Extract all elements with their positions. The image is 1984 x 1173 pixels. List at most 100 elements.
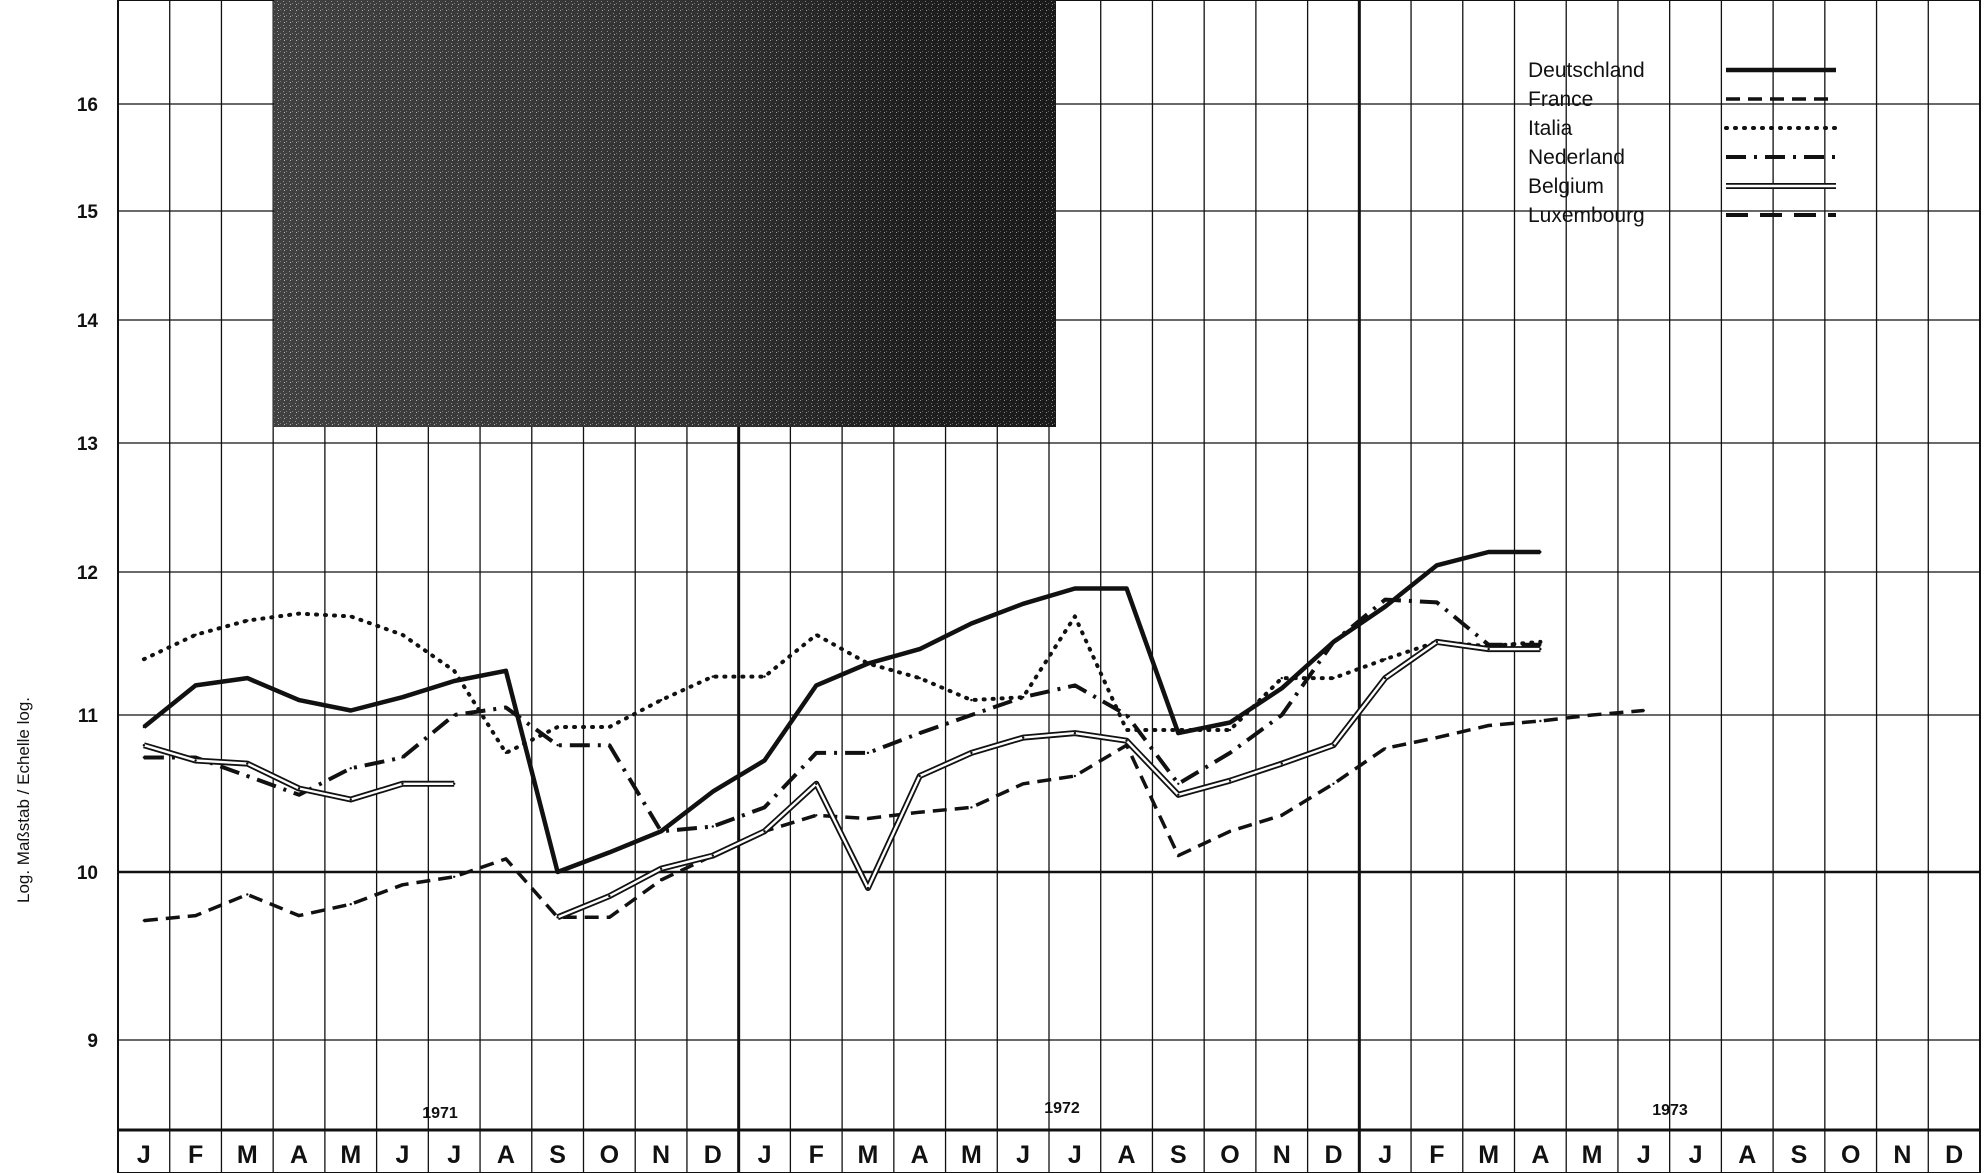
legend-label: Luxembourg	[1528, 204, 1645, 227]
data-point	[970, 713, 973, 717]
data-point	[1435, 640, 1439, 644]
data-point	[1125, 713, 1128, 717]
year-label: 1973	[1652, 1102, 1688, 1119]
data-point	[1539, 643, 1542, 647]
month-label: F	[1429, 1141, 1444, 1169]
data-point	[1383, 598, 1387, 601]
data-point	[1435, 601, 1439, 604]
year-label: 1971	[422, 1105, 458, 1122]
data-point	[1590, 713, 1594, 717]
data-point	[194, 759, 197, 762]
month-label: J	[447, 1141, 461, 1169]
data-point	[1332, 640, 1335, 644]
series-line	[557, 640, 1541, 919]
data-point	[1125, 728, 1128, 732]
data-point	[711, 675, 715, 678]
data-point	[815, 751, 818, 755]
series-line	[142, 549, 1541, 875]
data-point	[763, 675, 766, 678]
month-label: A	[1531, 1141, 1549, 1169]
data-point	[556, 725, 559, 729]
month-label: A	[497, 1141, 515, 1169]
series-belgium	[142, 638, 1542, 921]
month-label: S	[1170, 1141, 1187, 1169]
data-point	[918, 810, 921, 814]
data-point	[1539, 640, 1542, 644]
data-point	[1021, 695, 1025, 699]
data-point	[1332, 744, 1335, 747]
plot-frame	[117, 0, 1981, 1173]
y-tick-label: 13	[77, 434, 98, 455]
data-point	[1383, 676, 1387, 680]
data-point	[763, 759, 766, 762]
data-point	[1073, 587, 1077, 590]
data-point	[142, 657, 146, 661]
y-tick-label: 12	[77, 563, 98, 584]
y-tick-label: 10	[77, 863, 98, 884]
month-label: F	[188, 1141, 203, 1169]
data-point	[1228, 721, 1232, 724]
data-point	[504, 857, 508, 861]
month-label: A	[290, 1141, 308, 1169]
data-point	[763, 806, 766, 809]
month-label: D	[704, 1141, 722, 1169]
data-point	[246, 774, 249, 778]
month-label: J	[758, 1141, 772, 1169]
data-point	[246, 762, 249, 765]
data-point	[194, 633, 197, 637]
month-label: D	[1945, 1141, 1963, 1169]
data-point	[452, 679, 456, 683]
data-point	[815, 684, 818, 687]
data-point	[866, 817, 870, 820]
month-label: F	[809, 1141, 824, 1169]
data-point	[659, 867, 663, 870]
photo-inset	[274, 0, 1056, 427]
data-point	[1332, 782, 1335, 786]
series-italia	[141, 611, 1543, 755]
data-point	[1642, 709, 1646, 712]
data-point	[1383, 657, 1387, 661]
data-point	[1073, 684, 1077, 687]
data-point	[297, 612, 301, 615]
data-point	[970, 751, 973, 755]
data-point	[815, 782, 818, 786]
data-point	[1228, 830, 1232, 833]
month-label: A	[911, 1141, 929, 1169]
month-label: N	[652, 1141, 670, 1169]
data-point	[1280, 687, 1283, 690]
data-point	[349, 798, 352, 801]
data-point	[349, 615, 352, 618]
month-label: J	[1068, 1141, 1082, 1169]
data-point	[194, 914, 197, 917]
data-point	[194, 684, 197, 687]
data-point	[401, 756, 404, 759]
data-point	[297, 914, 301, 917]
legend-label: Belgium	[1528, 175, 1604, 198]
legend-label: Nederland	[1528, 146, 1625, 169]
data-point	[556, 916, 559, 919]
data-point	[556, 870, 559, 874]
data-point	[401, 633, 404, 637]
data-point	[1177, 728, 1180, 732]
month-label: A	[1738, 1141, 1756, 1169]
data-point	[297, 793, 301, 796]
data-point	[815, 633, 818, 637]
data-point	[297, 787, 301, 790]
data-point	[1435, 564, 1439, 567]
y-tick-label: 16	[77, 95, 98, 116]
data-point	[1383, 747, 1387, 750]
month-label: J	[137, 1141, 151, 1169]
data-point	[1125, 739, 1128, 742]
month-label: O	[1841, 1141, 1860, 1169]
month-label: J	[1689, 1141, 1703, 1169]
month-label: D	[1324, 1141, 1342, 1169]
data-point	[1487, 643, 1490, 647]
series-lines	[141, 549, 1646, 923]
data-point	[1228, 779, 1232, 782]
data-point	[866, 751, 870, 755]
y-axis-label: Log. Maßstab / Echelle log.	[4, 560, 44, 1040]
data-point	[297, 698, 301, 702]
series-deutschland	[142, 549, 1542, 875]
month-label: M	[340, 1141, 361, 1169]
